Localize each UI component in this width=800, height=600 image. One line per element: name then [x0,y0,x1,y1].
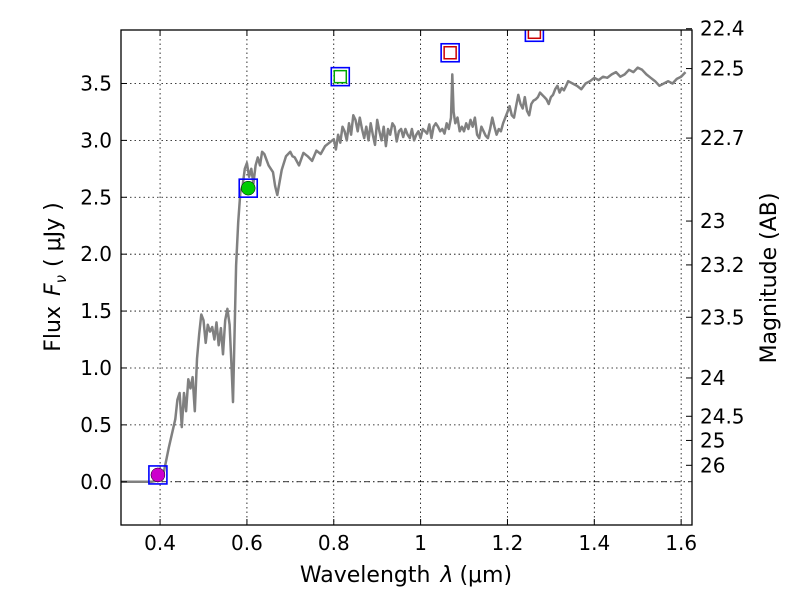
x-axis-label: Wavelength λ (μm) [300,563,512,588]
photometry-point [441,44,459,62]
mag-tick-label: 23.2 [700,253,745,277]
mag-tick-label: 22.4 [700,17,745,41]
x-tick-label: 1.4 [578,531,610,555]
axis-ticks: 0.4 0.6 0.8 1 1.2 1.4 1.6 0.0 0.5 1.0 1.5 2.0 2.5 3.0… [80,17,744,555]
mag-tick-label: 23 [700,209,725,233]
marker-dot [241,181,255,195]
x-tick-label: 1.2 [492,531,524,555]
marker-dot [151,468,165,482]
y-tick-label: 0.5 [80,413,112,437]
spectrum-line [121,68,686,482]
y-axis-label: FluxFν( μJy ) [41,202,70,351]
y-tick-label: 1.5 [80,299,112,323]
y2-axis-label: Magnitude (AB) [757,193,782,364]
y-tick-label: 0.0 [80,470,112,494]
marker-inner-box [334,71,346,83]
x-tick-label: 0.4 [144,531,176,555]
marker-inner-box [528,26,540,38]
mag-tick-label: 22.5 [700,57,745,81]
photometry-markers [149,23,543,484]
x-tick-label: 1.6 [665,531,697,555]
mag-tick-label: 22.7 [700,126,745,150]
marker-inner-box [444,47,456,59]
mag-tick-label: 25 [700,428,725,452]
y-tick-label: 3.0 [80,128,112,152]
x-tick-label: 0.8 [318,531,350,555]
y-tick-label: 2.5 [80,185,112,209]
x-tick-label: 1 [414,531,427,555]
photometry-point [525,23,543,41]
mag-tick-label: 26 [700,453,725,477]
mag-tick-label: 24.5 [700,404,745,428]
mag-tick-label: 23.5 [700,305,745,329]
mag-tick-label: 24 [700,366,725,390]
photometry-point [331,68,349,86]
plot-frame [121,30,692,525]
y-tick-label: 2.0 [80,242,112,266]
y-tick-label: 1.0 [80,356,112,380]
y-tick-label: 3.5 [80,71,112,95]
x-tick-label: 0.6 [231,531,263,555]
grid [121,30,692,525]
